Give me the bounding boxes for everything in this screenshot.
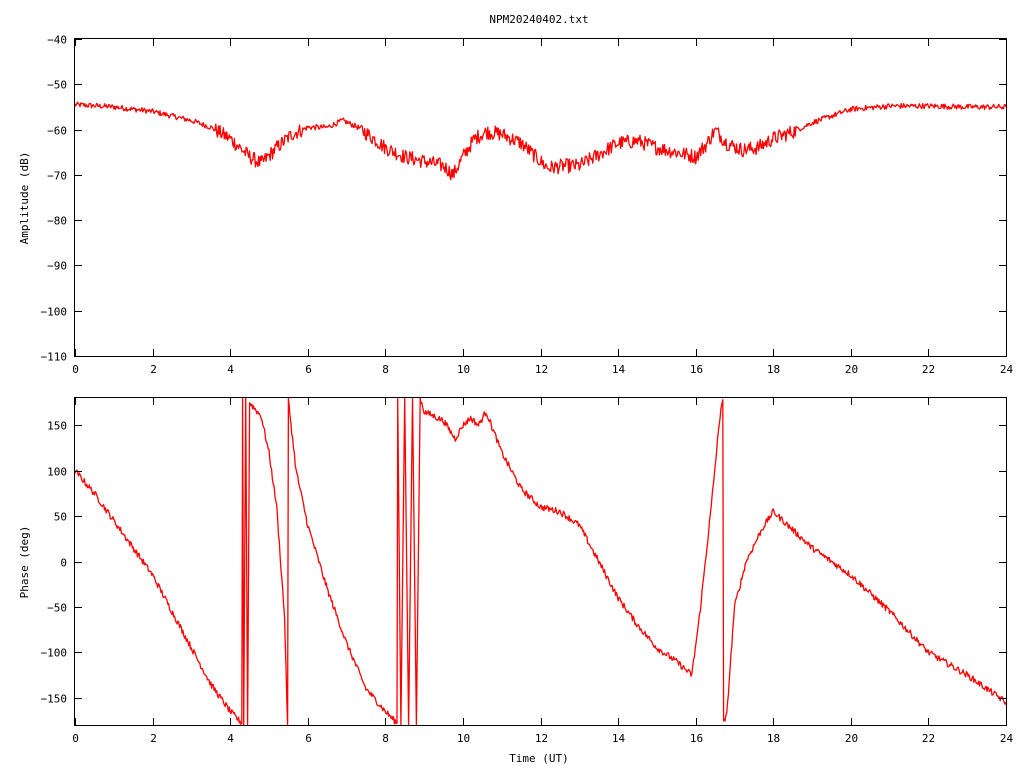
y-tick-label: −110 [41, 351, 68, 364]
x-tick-label: 8 [382, 732, 389, 745]
phase-plot-frame [74, 397, 1007, 726]
amplitude-y-axis-label: Amplitude (dB) [18, 152, 31, 245]
x-tick-label: 20 [845, 363, 858, 376]
x-tick-label: 16 [690, 732, 703, 745]
y-tick-label: −100 [41, 647, 68, 660]
amplitude-plot-frame [74, 38, 1007, 357]
x-tick-label: 24 [1000, 363, 1014, 376]
y-tick-label: −40 [47, 34, 67, 47]
phase-panel: 0 2 4 6 8 10 12 14 16 18 20 22 24−150−100−5005010015… [18, 397, 1014, 765]
x-tick-label: 6 [305, 732, 312, 745]
y-tick-label: −100 [41, 306, 68, 319]
x-tick-label: 2 [150, 363, 157, 376]
phase-trace [74, 397, 1007, 726]
x-tick-label: 22 [922, 732, 935, 745]
x-tick-label: 10 [457, 732, 470, 745]
x-tick-label: 16 [690, 363, 703, 376]
x-tick-label: 20 [845, 732, 858, 745]
amplitude-trace [74, 101, 1007, 181]
y-tick-label: −150 [41, 693, 68, 706]
chart-title: NPM20240402.txt [489, 13, 588, 26]
x-tick-label: 14 [612, 732, 626, 745]
x-tick-label: 10 [457, 363, 470, 376]
x-tick-label: 12 [535, 363, 548, 376]
phase-ticks: 0 2 4 6 8 10 12 14 16 18 20 22 24−150−100−5005010015… [41, 398, 1014, 745]
y-tick-label: −60 [47, 125, 67, 138]
y-tick-label: 100 [47, 466, 67, 479]
x-tick-label: 24 [1000, 732, 1014, 745]
y-tick-label: 0 [60, 557, 67, 570]
x-tick-label: 22 [922, 363, 935, 376]
x-tick-label: 0 [72, 732, 79, 745]
amplitude-panel: 0 2 4 6 8 10 12 14 16 18 20 22 24−110−100−90−80−70−6… [18, 34, 1013, 377]
y-tick-label: −90 [47, 260, 67, 273]
y-tick-label: 150 [47, 420, 67, 433]
x-tick-label: 18 [767, 363, 780, 376]
y-tick-label: 50 [54, 511, 67, 524]
x-tick-label: 8 [382, 363, 389, 376]
y-tick-label: −80 [47, 215, 67, 228]
y-tick-label: −50 [47, 79, 67, 92]
x-tick-label: 6 [305, 363, 312, 376]
x-tick-label: 4 [227, 363, 234, 376]
amplitude-ticks: 0 2 4 6 8 10 12 14 16 18 20 22 24−110−100−90−80−70−6… [41, 34, 1014, 377]
y-tick-label: −70 [47, 170, 67, 183]
x-tick-label: 14 [612, 363, 626, 376]
x-tick-label: 2 [150, 732, 157, 745]
phase-y-axis-label: Phase (deg) [18, 526, 31, 599]
x-tick-label: 0 [72, 363, 79, 376]
x-tick-label: 12 [535, 732, 548, 745]
x-tick-label: 4 [227, 732, 234, 745]
y-tick-label: −50 [47, 602, 67, 615]
x-tick-label: 18 [767, 732, 780, 745]
phase-x-axis-label: Time (UT) [509, 752, 569, 765]
